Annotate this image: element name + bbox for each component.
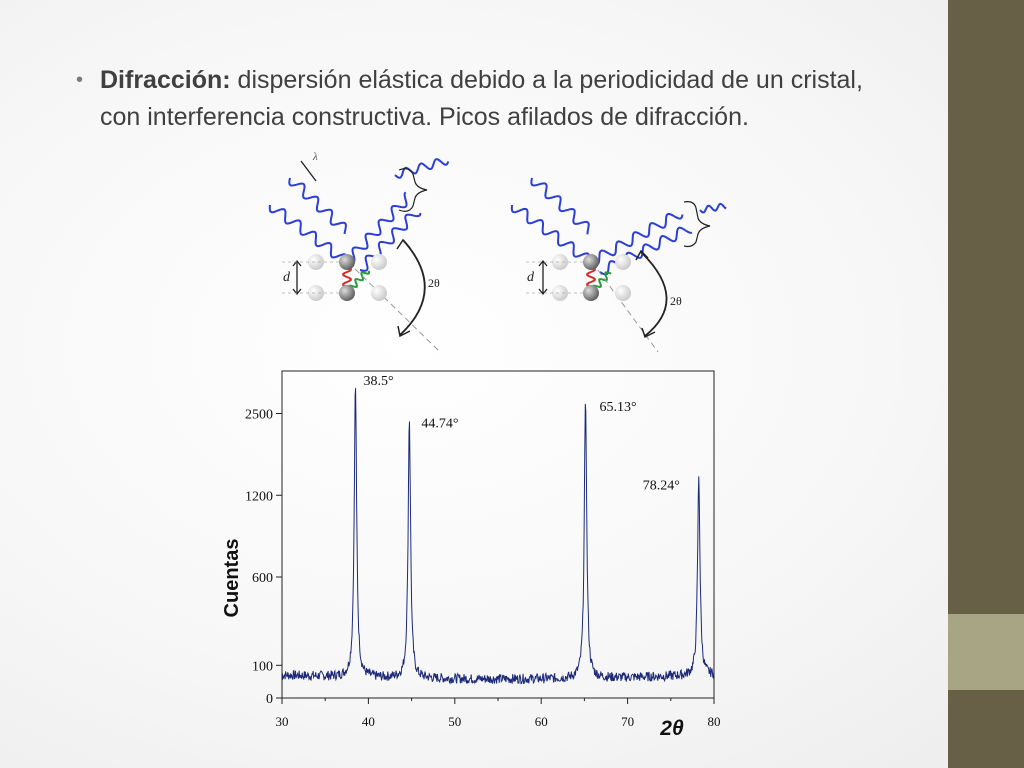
x-tick-label: 40 xyxy=(362,714,375,729)
x-tick-label: 30 xyxy=(276,714,289,729)
y-tick-label: 100 xyxy=(252,659,273,674)
bullet-body: dispersión elástica debido a la periodic… xyxy=(100,66,863,131)
plot-frame xyxy=(281,370,715,699)
y-tick-label: 600 xyxy=(252,571,273,586)
peak-label: 78.24° xyxy=(643,479,680,494)
spectrum-line xyxy=(281,388,715,685)
bullet-term: Difracción: xyxy=(100,66,231,94)
x-tick-label: 50 xyxy=(448,714,461,729)
peak-label: 44.74° xyxy=(421,417,458,432)
right-sidebar-accent xyxy=(948,614,1024,690)
x-tick-label: 70 xyxy=(621,714,634,729)
x-tick-label: 80 xyxy=(708,714,721,729)
bullet-paragraph: • Difracción: dispersión elástica debido… xyxy=(76,62,896,136)
y-tick-label: 1200 xyxy=(245,489,273,504)
y-tick-label: 0 xyxy=(266,692,273,707)
y-tick-label: 2500 xyxy=(245,408,273,423)
bullet-dot: • xyxy=(76,69,84,91)
bullet-text: Difracción: dispersión elástica debido a… xyxy=(100,62,896,136)
x-axis-label: 2θ xyxy=(659,717,684,740)
x-tick-label: 60 xyxy=(535,714,548,729)
peak-label: 38.5° xyxy=(363,374,393,389)
y-axis-label: Cuentas xyxy=(221,539,243,618)
peak-label: 65.13° xyxy=(600,400,637,415)
